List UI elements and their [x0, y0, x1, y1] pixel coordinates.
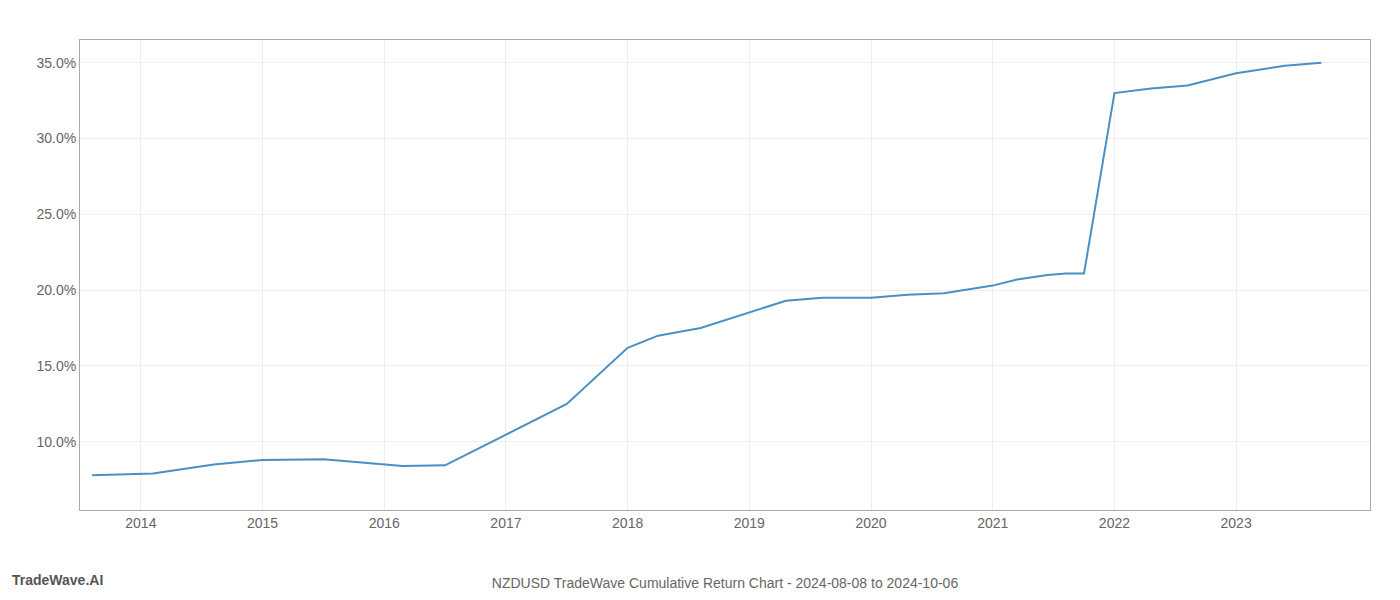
svg-text:TradeWave.AI: TradeWave.AI	[12, 572, 103, 588]
svg-text:10.0%: 10.0%	[36, 434, 76, 450]
svg-text:2016: 2016	[369, 515, 400, 531]
svg-text:2023: 2023	[1221, 515, 1252, 531]
svg-text:NZDUSD TradeWave Cumulative Re: NZDUSD TradeWave Cumulative Return Chart…	[492, 575, 959, 591]
svg-text:2022: 2022	[1099, 515, 1130, 531]
svg-text:2021: 2021	[977, 515, 1008, 531]
svg-text:2020: 2020	[855, 515, 886, 531]
svg-text:15.0%: 15.0%	[36, 358, 76, 374]
svg-text:2018: 2018	[612, 515, 643, 531]
svg-text:25.0%: 25.0%	[36, 206, 76, 222]
svg-text:2014: 2014	[125, 515, 156, 531]
svg-text:2015: 2015	[247, 515, 278, 531]
svg-text:2017: 2017	[490, 515, 521, 531]
svg-text:30.0%: 30.0%	[36, 130, 76, 146]
svg-text:35.0%: 35.0%	[36, 55, 76, 71]
svg-text:2019: 2019	[734, 515, 765, 531]
svg-text:20.0%: 20.0%	[36, 282, 76, 298]
